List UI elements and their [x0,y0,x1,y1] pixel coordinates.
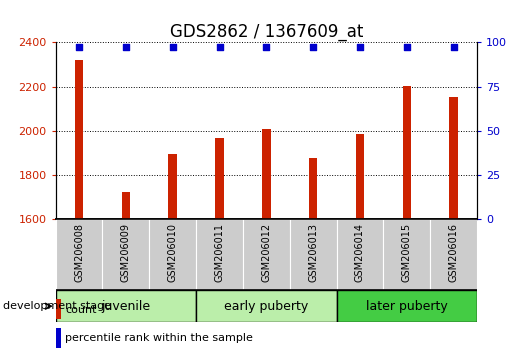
Text: later puberty: later puberty [366,300,448,313]
Bar [243,219,290,290]
Text: GSM206010: GSM206010 [167,223,178,282]
Text: GSM206012: GSM206012 [261,223,271,282]
Point [262,44,271,50]
Bar [56,328,61,348]
Bar [383,219,430,290]
Bar [449,97,458,219]
Point [75,44,83,50]
Text: GSM206014: GSM206014 [355,223,365,282]
Text: percentile rank within the sample: percentile rank within the sample [65,333,253,343]
Bar [169,154,177,219]
Bar [149,219,196,290]
Point [215,44,224,50]
Bar [122,192,130,219]
Bar [403,86,411,219]
Bar [262,129,270,219]
Text: early puberty: early puberty [224,300,308,313]
Bar [56,290,196,322]
Text: GSM206015: GSM206015 [402,223,412,282]
Bar [75,60,83,219]
Text: GSM206016: GSM206016 [448,223,458,282]
Bar [196,290,337,322]
Title: GDS2862 / 1367609_at: GDS2862 / 1367609_at [170,23,363,41]
Text: development stage: development stage [3,301,111,311]
Text: GSM206013: GSM206013 [308,223,318,282]
Bar [102,219,149,290]
Text: count: count [65,305,97,315]
Bar [356,134,364,219]
Point [309,44,317,50]
Text: GSM206008: GSM206008 [74,223,84,282]
Point [356,44,364,50]
Bar [215,138,224,219]
Bar [290,219,337,290]
Bar [196,219,243,290]
Point [121,44,130,50]
Bar [56,219,102,290]
Text: GSM206011: GSM206011 [215,223,225,282]
Bar [337,219,383,290]
Text: juvenile: juvenile [101,300,151,313]
Point [449,44,458,50]
Point [403,44,411,50]
Text: GSM206009: GSM206009 [121,223,131,282]
Bar [337,290,477,322]
Bar [56,299,61,319]
Point [169,44,177,50]
Bar [430,219,477,290]
Bar [309,158,317,219]
